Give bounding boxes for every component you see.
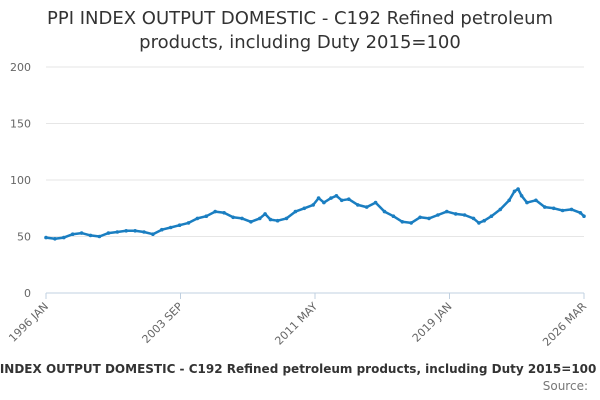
y-tick-label: 100 — [10, 174, 31, 187]
x-tick-label: 2026 MAR — [540, 300, 589, 349]
data-point — [551, 206, 556, 211]
data-point — [400, 220, 405, 224]
data-point — [471, 216, 476, 221]
data-point — [62, 235, 66, 240]
data-point — [151, 232, 155, 236]
data-point — [268, 217, 273, 222]
data-point — [516, 187, 520, 191]
data-point — [133, 229, 137, 233]
x-tick-label: 1996 JAN — [6, 300, 51, 345]
data-point — [263, 212, 267, 216]
chart-title: PPI INDEX OUTPUT DOMESTIC - C192 Refined… — [0, 7, 600, 55]
legend-caption: PPI INDEX OUTPUT DOMESTIC - C192 Refined… — [0, 362, 600, 376]
data-point — [168, 225, 173, 230]
chart-title-line-1: PPI INDEX OUTPUT DOMESTIC - C192 Refined… — [46, 8, 554, 29]
data-point — [436, 213, 440, 217]
data-point — [445, 209, 449, 214]
data-point — [409, 221, 414, 225]
data-point — [477, 221, 481, 225]
data-point — [507, 198, 512, 203]
data-point — [231, 215, 235, 220]
data-point — [204, 214, 209, 218]
data-point — [316, 196, 321, 200]
data-point — [582, 214, 586, 218]
data-point — [79, 231, 84, 235]
data-point — [382, 209, 387, 214]
data-point — [347, 197, 351, 201]
data-point — [177, 223, 182, 227]
x-axis-ticks: 1996 JAN 2003 SEP 2011 MAY 2019 JAN 2026 MAR — [6, 293, 589, 349]
data-point — [195, 216, 200, 221]
data-point — [275, 218, 280, 223]
data-point — [53, 237, 57, 241]
data-point — [489, 214, 494, 218]
series-layer — [44, 187, 586, 241]
data-point — [391, 214, 396, 218]
data-point — [534, 198, 538, 203]
data-point — [427, 216, 431, 221]
data-point — [453, 212, 458, 216]
data-point — [311, 203, 316, 207]
data-point — [364, 205, 369, 209]
source-label: Source: — [542, 379, 588, 393]
legend-caption-text: PPI INDEX OUTPUT DOMESTIC - C192 Refined… — [0, 362, 597, 376]
y-axis-ticks: 0 50 100 150 200 — [10, 61, 31, 300]
data-point — [70, 232, 75, 236]
data-point — [512, 189, 517, 194]
data-point — [560, 208, 565, 213]
data-point — [284, 216, 289, 221]
data-point — [249, 220, 253, 224]
data-point — [258, 216, 262, 221]
data-point — [115, 230, 120, 234]
y-tick-label: 0 — [24, 287, 31, 300]
data-point — [356, 203, 360, 207]
x-tick-label: 2003 SEP — [140, 300, 186, 346]
data-point — [373, 200, 378, 205]
data-point — [339, 198, 344, 203]
data-point — [519, 194, 524, 198]
data-point — [302, 206, 307, 211]
data-point — [142, 230, 146, 234]
data-point — [160, 227, 164, 232]
data-point — [213, 209, 217, 214]
data-point — [569, 207, 574, 212]
data-point — [578, 211, 583, 215]
chart-title-line-2: products, including Duty 2015=100 — [139, 32, 461, 53]
data-point — [525, 200, 529, 205]
data-point — [334, 194, 339, 198]
data-point — [44, 235, 48, 240]
data-point — [240, 216, 244, 221]
data-point — [462, 213, 467, 217]
data-point — [88, 233, 93, 238]
data-point — [124, 229, 128, 233]
data-point — [293, 209, 298, 214]
y-tick-label: 50 — [17, 231, 31, 244]
data-point — [329, 196, 333, 200]
data-point — [222, 211, 226, 215]
data-point — [418, 215, 422, 220]
data-point — [498, 207, 503, 212]
grid-lines — [46, 66, 584, 237]
y-tick-label: 200 — [10, 61, 31, 74]
data-point — [106, 231, 111, 235]
x-tick-label: 2019 JAN — [410, 300, 455, 345]
data-point — [322, 200, 326, 205]
data-point — [186, 221, 191, 225]
y-tick-label: 150 — [10, 118, 31, 131]
data-point — [482, 218, 487, 223]
x-tick-label: 2011 MAY — [272, 300, 320, 348]
data-point — [97, 234, 102, 239]
data-point — [543, 205, 547, 209]
